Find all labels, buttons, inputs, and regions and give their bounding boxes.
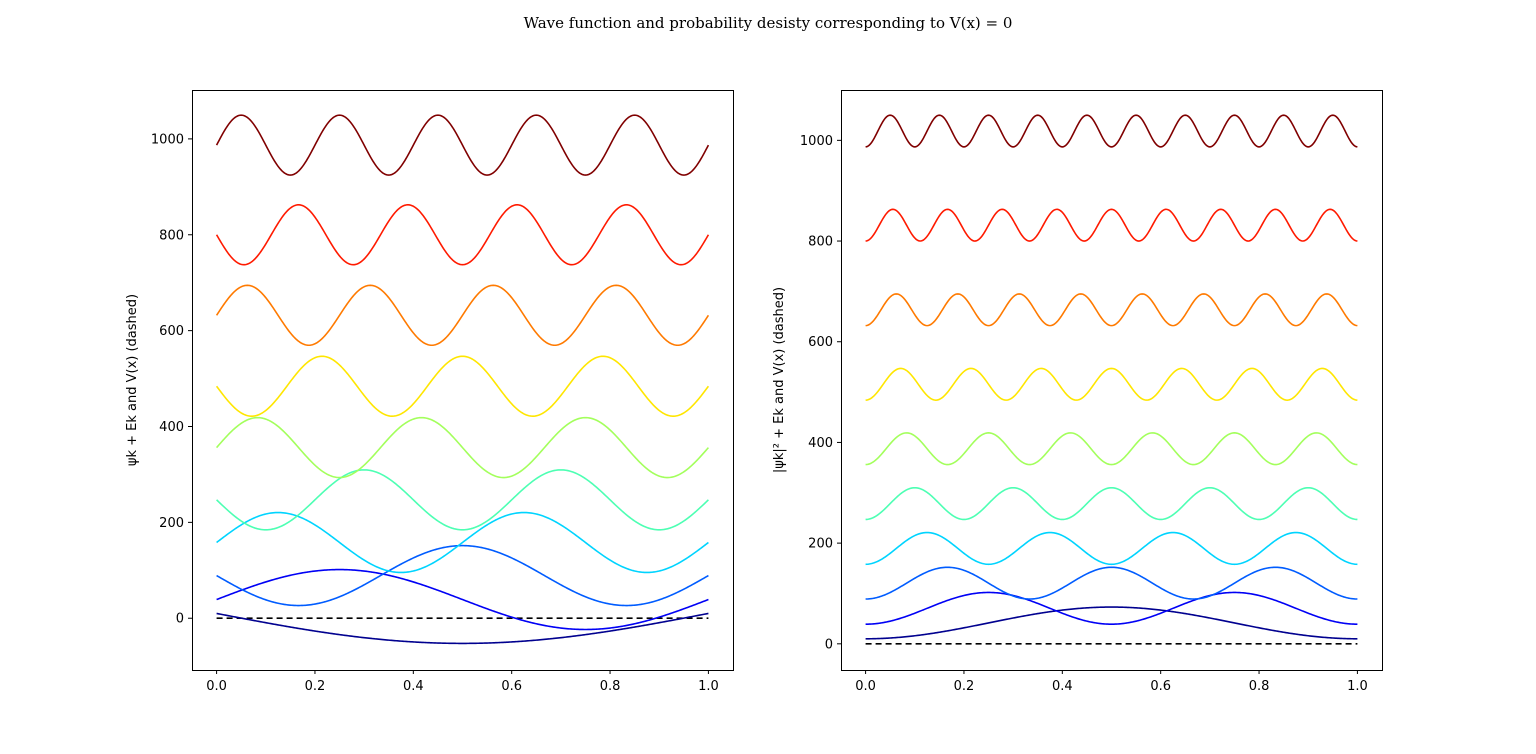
probability-x-tick-label: 0.8 (1249, 679, 1270, 694)
probability-x-tick-label: 0.0 (855, 679, 876, 694)
wavefunction-plot-frame (192, 90, 734, 671)
wavefunction-y-tick-label: 0 (176, 612, 184, 627)
probability-y-axis-label: |ψk|² + Ek and V(x) (dashed) (772, 287, 787, 473)
wavefunction-x-tick-label: 1.0 (698, 679, 719, 694)
probability-series-n1 (865, 606, 1358, 640)
wavefunction-series-n7 (215, 355, 710, 417)
wavefunction-x-tick-label: 0.8 (600, 679, 621, 694)
probability-y-tick-label: 0 (825, 637, 833, 652)
wavefunction-y-tick-label: 400 (159, 420, 184, 435)
wavefunction-y-axis-label: ψk + Ek and V(x) (dashed) (125, 294, 140, 466)
wavefunction-x-tick-label: 0.6 (501, 679, 522, 694)
probability-x-tick-label: 0.2 (954, 679, 975, 694)
probability-y-tick-label: 200 (808, 537, 833, 552)
probability-y-tick-label: 800 (808, 235, 833, 250)
probability-series-n10 (865, 114, 1358, 148)
wavefunction-y-tick-label: 600 (159, 324, 184, 339)
probability-plot-frame (841, 90, 1383, 671)
probability-y-tick-label: 1000 (800, 134, 833, 149)
wavefunction-series-n1 (216, 612, 709, 645)
figure-suptitle: Wave function and probability desisty co… (524, 14, 1013, 32)
wavefunction-series-n5 (216, 469, 709, 531)
wavefunction-series-n2 (216, 568, 709, 631)
wavefunction-series-n9 (215, 204, 710, 266)
probability-series-n5 (865, 486, 1358, 521)
wavefunction-panel: ψk + Ek and V(x) (dashed) 0.0 0.2 0.4 0.6 0.… (125, 90, 734, 694)
probability-x-tick-label: 1.0 (1347, 679, 1368, 694)
probability-x-tick-label: 0.4 (1052, 679, 1073, 694)
wavefunction-series-n3 (216, 544, 709, 607)
wavefunction-series-n6 (215, 416, 710, 479)
probability-y-tick-label: 600 (808, 335, 833, 350)
wavefunction-y-tick-label: 200 (159, 516, 184, 531)
wavefunction-series-n8 (215, 284, 710, 347)
probability-series-n8 (865, 293, 1358, 327)
probability-y-tick-label: 400 (808, 436, 833, 451)
wavefunction-y-tick-label: 800 (159, 228, 184, 243)
probability-series-n9 (865, 208, 1358, 242)
wavefunction-y-tick-label: 1000 (151, 132, 184, 147)
probability-series-n6 (865, 432, 1358, 466)
wavefunction-x-tick-label: 0.2 (305, 679, 326, 694)
wavefunction-series-n10 (215, 114, 710, 176)
wavefunction-series-n4 (216, 511, 709, 574)
wavefunction-x-tick-label: 0.0 (206, 679, 227, 694)
probability-series-n7 (865, 367, 1358, 401)
probability-series-n2 (865, 591, 1358, 625)
wavefunction-x-tick-label: 0.4 (403, 679, 424, 694)
probability-series-n3 (865, 566, 1358, 600)
probability-density-panel: |ψk|² + Ek and V(x) (dashed) 0.0 0.2 0.4 0.… (772, 90, 1383, 694)
probability-x-tick-label: 0.6 (1150, 679, 1171, 694)
probability-series-n4 (865, 531, 1358, 566)
